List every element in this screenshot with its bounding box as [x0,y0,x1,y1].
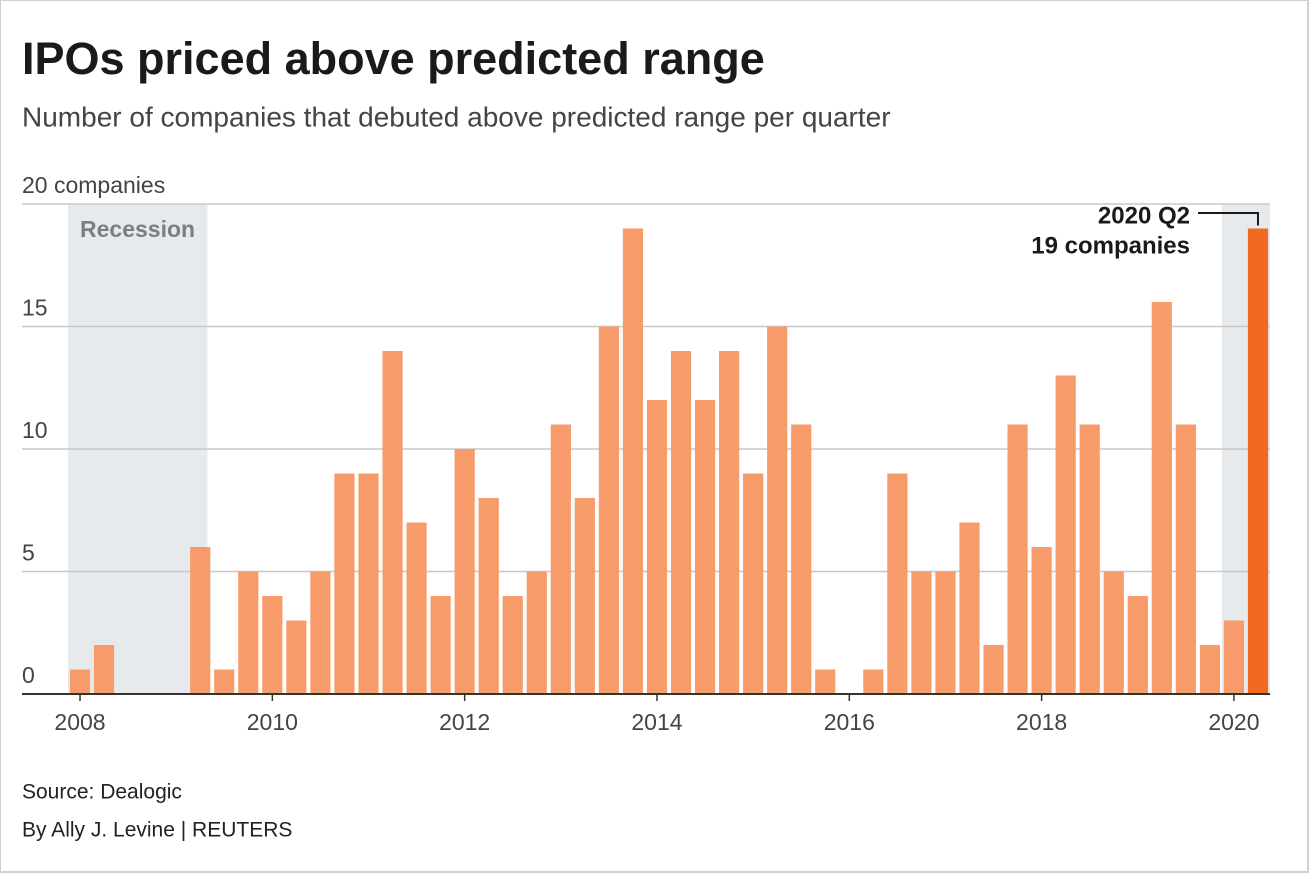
recession-label: Recession [80,216,195,242]
x-tick-label: 2012 [439,709,490,735]
bar [1079,424,1100,694]
bar [887,473,908,694]
y-tick-label: 15 [22,295,48,321]
bar [286,620,307,694]
bar [863,669,884,694]
bar [1127,596,1148,694]
bar [959,522,980,694]
bar [670,351,692,694]
bar [622,228,644,694]
bar [1199,645,1220,694]
bar [1031,547,1052,694]
bar [334,473,355,694]
bar [262,596,283,694]
bar [935,571,956,694]
bar [502,596,523,694]
bar [69,669,91,694]
y-tick-label: 0 [22,662,35,688]
bar [574,498,595,694]
bar [430,596,451,694]
bar [743,473,764,694]
x-tick-label: 2008 [54,709,105,735]
y-tick-label: 5 [22,540,35,566]
bar [550,424,571,694]
bar [1007,424,1028,694]
x-tick-label: 2016 [824,709,875,735]
bar [1055,375,1076,694]
credit: By Ally J. Levine | REUTERS [22,819,292,842]
bar [1103,571,1124,694]
bar [478,498,499,694]
bar [310,571,331,694]
bar [190,547,211,694]
bar [646,400,668,694]
x-tick-label: 2014 [631,709,682,735]
annotation: 19 companies [1031,232,1190,259]
bar [911,571,932,694]
y-tick-label: 10 [22,417,48,443]
annotation: 2020 Q2 [1098,202,1190,229]
bar [1247,228,1269,694]
bar [598,326,619,694]
y-tick-label: 20 companies [22,172,165,198]
bar [791,424,812,694]
x-tick-label: 2010 [247,709,298,735]
source: Source: Dealogic [22,781,182,804]
bar [1151,302,1172,694]
bar [382,351,403,694]
bar [526,571,547,694]
x-tick-label: 2020 [1208,709,1259,735]
bar [214,669,235,694]
chart-title: IPOs priced above predicted range [22,33,765,84]
bar [1223,620,1245,694]
chart-subtitle: Number of companies that debuted above p… [22,101,891,132]
x-tick-label: 2018 [1016,709,1067,735]
bar [694,400,716,694]
bar [93,645,115,694]
bar [454,449,475,694]
bar [983,645,1004,694]
bar [815,669,836,694]
bar [719,351,740,694]
bar [767,326,788,694]
annotation-leader [1198,212,1259,226]
bar [1175,424,1196,694]
bar [406,522,427,694]
bar [238,571,259,694]
bar [358,473,379,694]
